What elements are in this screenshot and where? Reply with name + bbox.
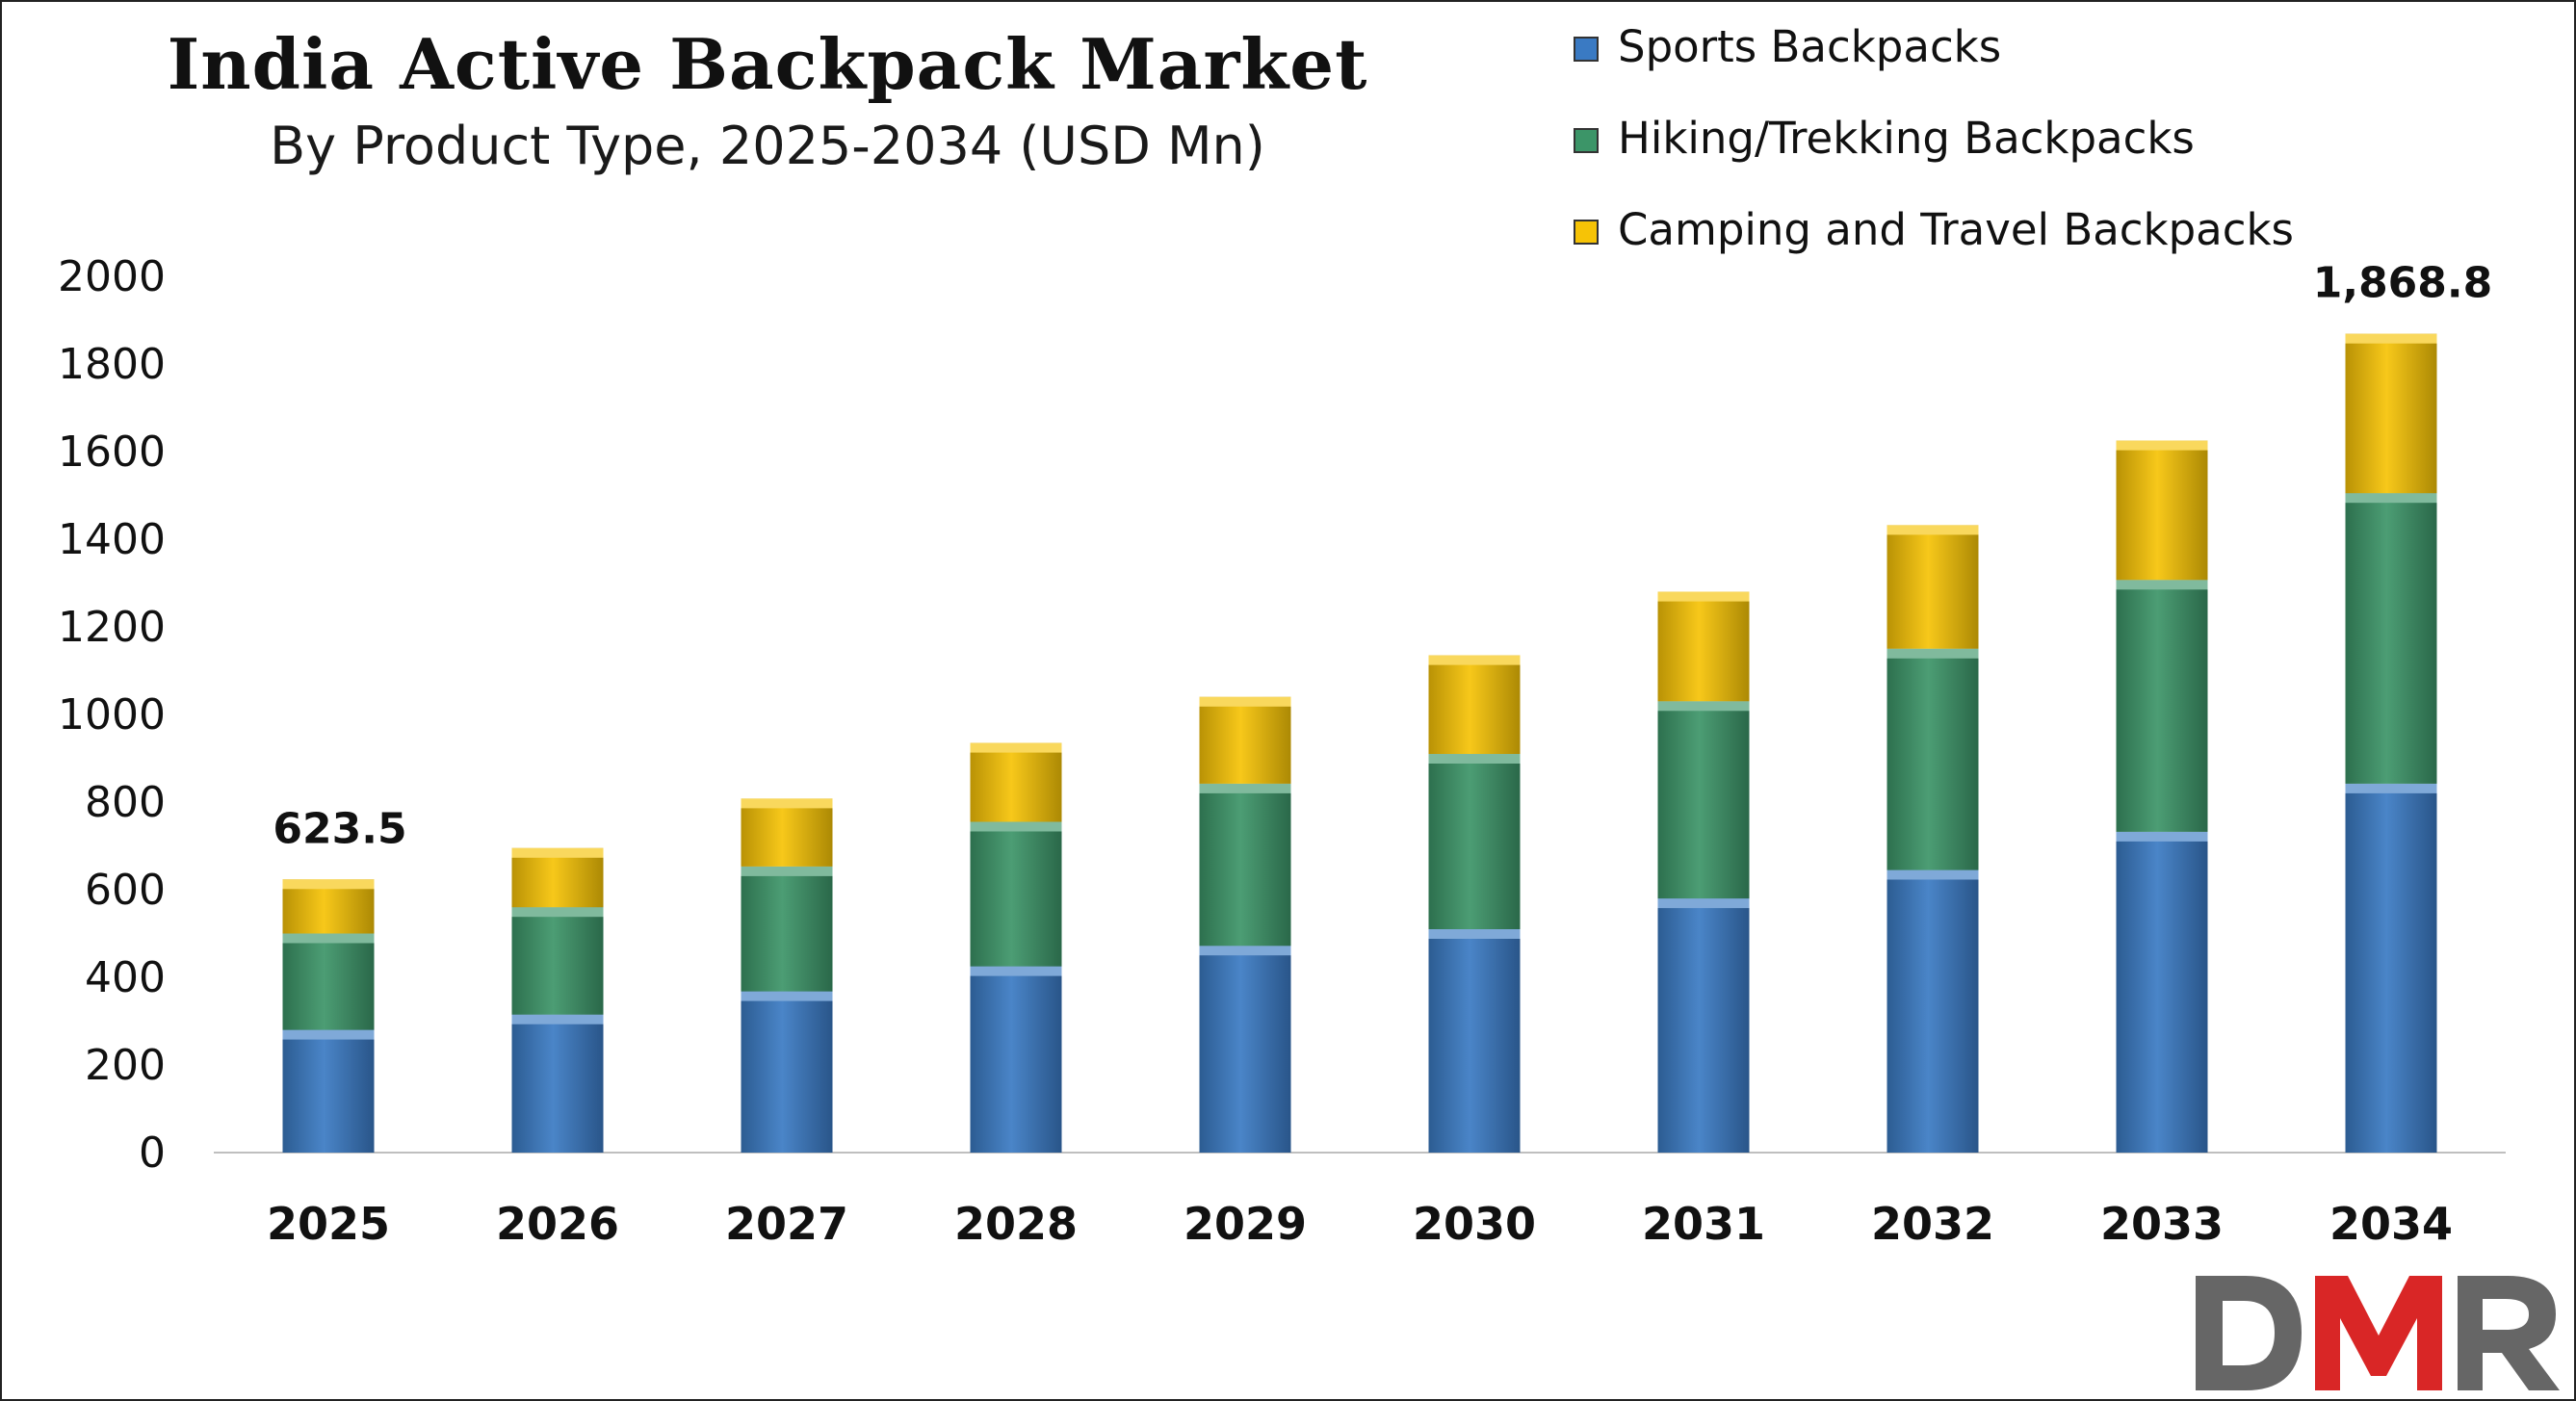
- bar-segment-top-2031-s2: [1657, 591, 1750, 602]
- bar-segment-top-2026-s0: [511, 1014, 604, 1025]
- bar-segment-2030-s2: [1428, 655, 1521, 754]
- x-tick-label-2026: 2026: [496, 1198, 619, 1250]
- bar-segment-2029-s0: [1199, 946, 1291, 1153]
- bar-segment-top-2028-s2: [970, 742, 1062, 753]
- bar-segment-top-2028-s1: [970, 821, 1062, 832]
- x-tick-label-2030: 2030: [1413, 1198, 1536, 1250]
- x-tick-label-2029: 2029: [1184, 1198, 1307, 1250]
- bar-segment-2029-s1: [1199, 783, 1291, 947]
- bar-segment-top-2030-s0: [1428, 929, 1521, 939]
- y-tick-label: 2000: [58, 252, 166, 301]
- x-tick-label-2034: 2034: [2329, 1198, 2453, 1250]
- x-tick-label-2032: 2032: [1871, 1198, 1994, 1250]
- bar-segment-2030-s0: [1428, 929, 1521, 1153]
- y-tick-label: 1000: [58, 690, 166, 739]
- bar-segment-top-2026-s2: [511, 847, 604, 858]
- bar-segment-2034-s1: [2345, 493, 2437, 784]
- bar-segment-top-2029-s0: [1199, 946, 1291, 956]
- legend-swatch-camping: [1574, 220, 1599, 245]
- legend-label-camping: Camping and Travel Backpacks: [1618, 204, 2294, 255]
- bar-segment-2032-s1: [1886, 648, 1979, 870]
- bar-segment-top-2031-s1: [1657, 701, 1750, 712]
- bar-segment-top-2027-s0: [741, 991, 833, 1001]
- bar-segment-top-2032-s1: [1886, 648, 1979, 659]
- bar-segment-2033-s0: [2116, 831, 2208, 1153]
- y-tick-label: 600: [85, 866, 166, 915]
- x-tick-label-2027: 2027: [725, 1198, 848, 1250]
- bar-segment-2031-s0: [1657, 898, 1750, 1153]
- bar-segment-top-2026-s1: [511, 907, 604, 918]
- logo-letter-r: [2458, 1276, 2560, 1390]
- bar-segment-2032-s2: [1886, 525, 1979, 649]
- bar-segment-2029-s2: [1199, 696, 1291, 784]
- bar-segment-top-2030-s1: [1428, 754, 1521, 764]
- bar-segment-2034-s0: [2345, 783, 2437, 1153]
- bar-segment-2032-s0: [1886, 869, 1979, 1153]
- bar-segment-top-2032-s0: [1886, 869, 1979, 880]
- y-tick-label: 400: [85, 953, 166, 1002]
- bar-segment-top-2032-s2: [1886, 525, 1979, 535]
- y-tick-label: 200: [85, 1041, 166, 1090]
- bar-segment-top-2027-s2: [741, 798, 833, 809]
- bar-segment-2031-s2: [1657, 591, 1750, 702]
- bar-segment-top-2029-s2: [1199, 696, 1291, 707]
- legend-swatch-hiking: [1574, 128, 1599, 153]
- y-tick-label: 1200: [58, 603, 166, 652]
- bar-segment-2030-s1: [1428, 754, 1521, 929]
- dmr-logo: [2196, 1276, 2560, 1390]
- bar-segment-2027-s2: [741, 798, 833, 867]
- bar-segment-2026-s0: [511, 1014, 604, 1153]
- y-tick-label: 1800: [58, 340, 166, 389]
- x-tick-label-2031: 2031: [1642, 1198, 1765, 1250]
- bar-segment-2034-s2: [2345, 333, 2437, 494]
- bar-segment-top-2028-s0: [970, 966, 1062, 976]
- chart-title: India Active Backpack Market: [167, 23, 1368, 105]
- bar-segment-top-2033-s0: [2116, 831, 2208, 842]
- bar-segment-top-2025-s0: [282, 1029, 375, 1040]
- bar-segment-top-2025-s2: [282, 879, 375, 890]
- bar-segment-2031-s1: [1657, 701, 1750, 899]
- bar-segment-top-2027-s1: [741, 866, 833, 876]
- bar-segment-top-2034-s0: [2345, 783, 2437, 793]
- bar-segment-2026-s1: [511, 907, 604, 1015]
- logo-letter-d: [2196, 1276, 2302, 1390]
- legend-label-sports: Sports Backpacks: [1618, 21, 2002, 72]
- bar-segment-2026-s2: [511, 847, 604, 908]
- bar-segment-top-2034-s2: [2345, 333, 2437, 344]
- logo-letter-m: [2315, 1276, 2442, 1390]
- x-tick-label-2033: 2033: [2100, 1198, 2224, 1250]
- data-label-2025: 623.5: [273, 804, 406, 853]
- bar-segment-2027-s0: [741, 991, 833, 1153]
- y-tick-label: 1600: [58, 428, 166, 477]
- y-tick-label: 0: [139, 1129, 166, 1178]
- bar-segment-top-2033-s1: [2116, 580, 2208, 590]
- bar-segment-top-2029-s1: [1199, 783, 1291, 793]
- bar-segment-2025-s1: [282, 933, 375, 1030]
- bar-segment-2033-s1: [2116, 580, 2208, 832]
- legend-swatch-sports: [1574, 37, 1599, 62]
- x-tick-label-2025: 2025: [267, 1198, 390, 1250]
- x-tick-label-2028: 2028: [954, 1198, 1078, 1250]
- y-tick-label: 1400: [58, 515, 166, 564]
- bar-segment-top-2030-s2: [1428, 655, 1521, 665]
- bar-segment-top-2034-s1: [2345, 493, 2437, 504]
- bar-segment-2028-s1: [970, 821, 1062, 967]
- bar-segment-2028-s0: [970, 966, 1062, 1153]
- bar-segment-2028-s2: [970, 742, 1062, 822]
- data-label-2034: 1,868.8: [2313, 259, 2493, 308]
- bar-segment-2025-s0: [282, 1029, 375, 1153]
- bar-segment-2033-s2: [2116, 440, 2208, 581]
- bar-segment-top-2031-s0: [1657, 898, 1750, 909]
- bar-segment-top-2025-s1: [282, 933, 375, 944]
- legend-label-hiking: Hiking/Trekking Backpacks: [1618, 113, 2195, 164]
- bar-segment-top-2033-s2: [2116, 440, 2208, 451]
- y-tick-label: 800: [85, 778, 166, 827]
- chart-subtitle: By Product Type, 2025-2034 (USD Mn): [270, 116, 1265, 176]
- bar-segment-2027-s1: [741, 866, 833, 992]
